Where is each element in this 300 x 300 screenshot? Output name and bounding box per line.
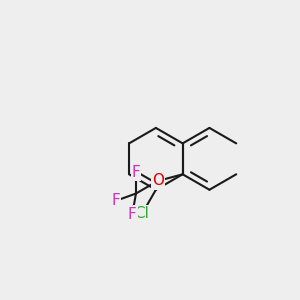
Text: F: F [132,165,140,180]
Text: F: F [112,193,120,208]
Text: O: O [152,173,164,188]
Text: F: F [128,207,137,222]
Text: Cl: Cl [134,206,149,221]
